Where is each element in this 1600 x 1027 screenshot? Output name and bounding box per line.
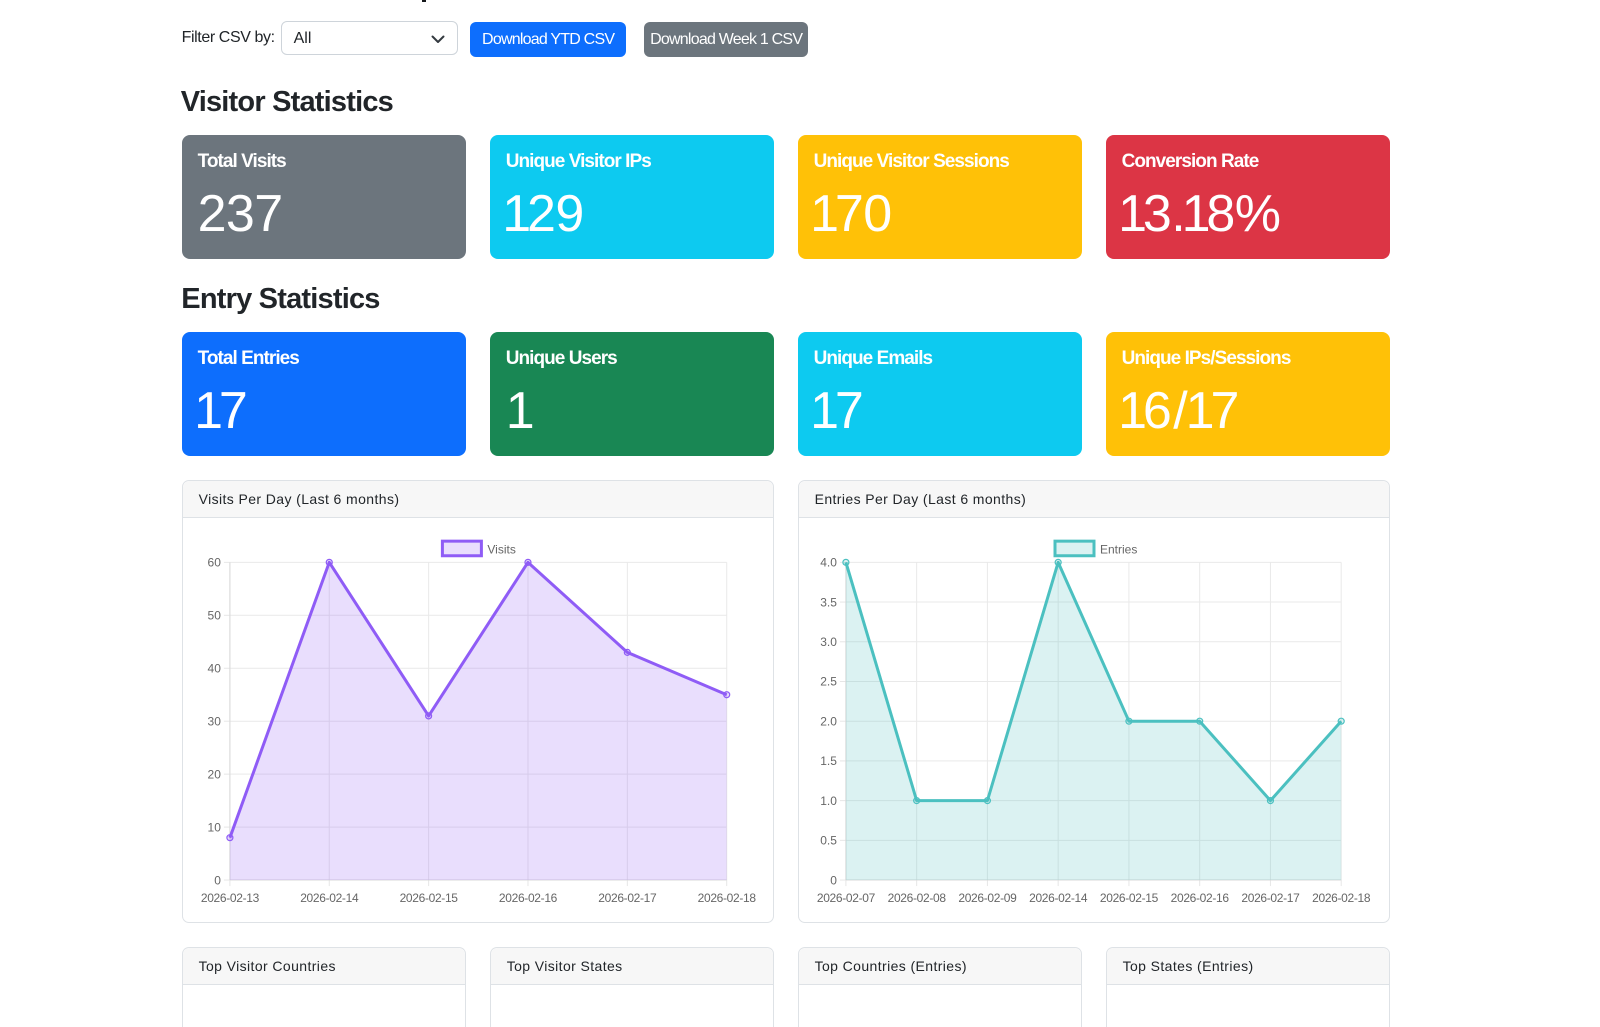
svg-text:2026-02-14: 2026-02-14 <box>300 891 359 905</box>
svg-text:2026-02-16: 2026-02-16 <box>1170 891 1229 905</box>
svg-text:2026-02-18: 2026-02-18 <box>697 891 756 905</box>
svg-text:10: 10 <box>207 821 221 835</box>
svg-text:40: 40 <box>207 662 221 676</box>
svg-text:2026-02-17: 2026-02-17 <box>1241 891 1300 905</box>
svg-text:3.5: 3.5 <box>820 596 837 610</box>
svg-text:50: 50 <box>207 609 221 623</box>
svg-text:Entries: Entries <box>1100 543 1137 557</box>
svg-text:2026-02-17: 2026-02-17 <box>598 891 657 905</box>
svg-text:2026-02-08: 2026-02-08 <box>887 891 946 905</box>
svg-text:2026-02-07: 2026-02-07 <box>816 891 875 905</box>
svg-text:2026-02-13: 2026-02-13 <box>200 891 259 905</box>
svg-text:0.5: 0.5 <box>820 834 837 848</box>
svg-text:2026-02-18: 2026-02-18 <box>1312 891 1371 905</box>
svg-text:2.5: 2.5 <box>820 675 837 689</box>
svg-text:30: 30 <box>207 715 221 729</box>
svg-text:3.0: 3.0 <box>820 635 837 649</box>
svg-text:0: 0 <box>214 874 221 888</box>
svg-text:2026-02-15: 2026-02-15 <box>1099 891 1158 905</box>
svg-text:1.5: 1.5 <box>820 754 837 768</box>
svg-text:1.0: 1.0 <box>820 794 837 808</box>
svg-text:2026-02-09: 2026-02-09 <box>958 891 1017 905</box>
svg-text:2026-02-16: 2026-02-16 <box>499 891 558 905</box>
svg-text:2026-02-15: 2026-02-15 <box>399 891 458 905</box>
svg-text:20: 20 <box>207 768 221 782</box>
svg-text:2.0: 2.0 <box>820 715 837 729</box>
svg-text:0: 0 <box>830 874 837 888</box>
svg-text:60: 60 <box>207 556 221 570</box>
svg-text:Visits: Visits <box>487 543 515 557</box>
svg-text:2026-02-14: 2026-02-14 <box>1029 891 1088 905</box>
svg-text:4.0: 4.0 <box>820 556 837 570</box>
